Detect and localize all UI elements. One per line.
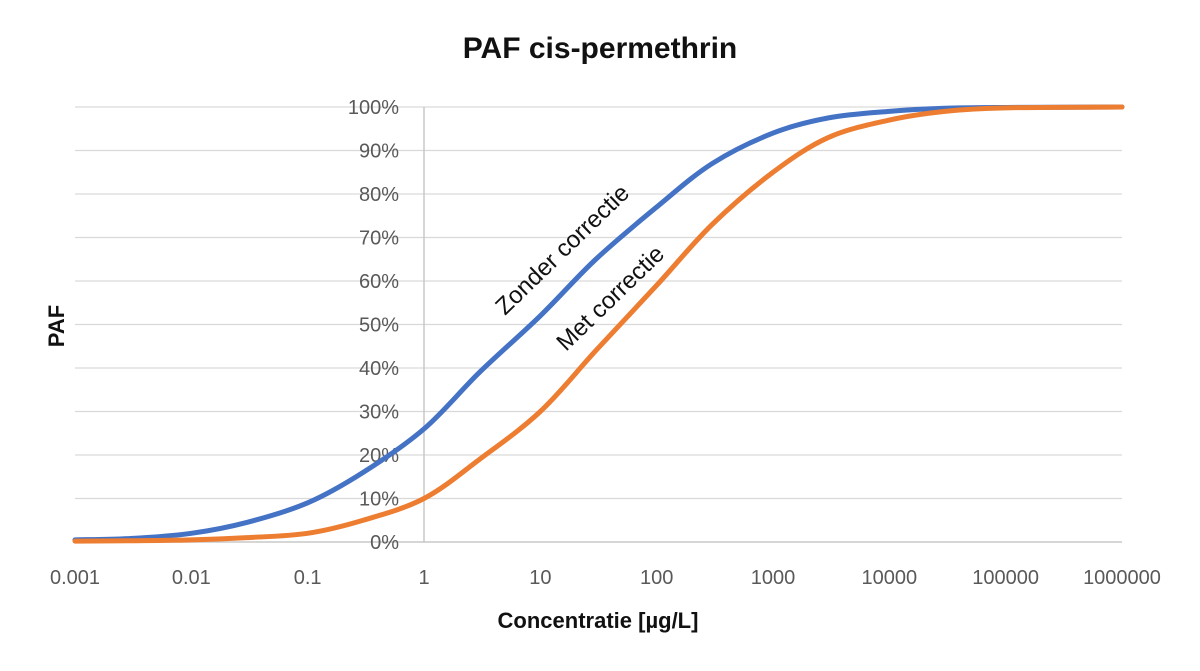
x-tick-labels: 0.001 0.01 0.1 1 10 100 1000 10000 100000 1000000 [50, 567, 1161, 589]
x-tick-label: 0.1 [294, 567, 322, 589]
y-tick-label: 30% [359, 402, 399, 424]
y-tick-label: 100% [348, 97, 399, 119]
y-tick-labels: 0% 10% 20% 30% 40% 50% 60% 70% 80% 90% 100% [348, 97, 399, 554]
x-tick-label: 10000 [862, 567, 918, 589]
x-tick-label: 1000000 [1083, 567, 1161, 589]
y-tick-label: 90% [359, 141, 399, 163]
y-axis-title: PAF [44, 305, 69, 347]
chart-title: PAF cis-permethrin [463, 32, 738, 65]
x-tick-label: 0.001 [50, 567, 100, 589]
series-line-zonder-correctie [72, 104, 1125, 543]
series-lines [72, 104, 1125, 544]
y-tick-label: 80% [359, 184, 399, 206]
y-tick-label: 70% [359, 228, 399, 250]
x-tick-label: 1000 [751, 567, 796, 589]
y-tick-label: 40% [359, 358, 399, 380]
x-tick-label: 0.01 [172, 567, 211, 589]
gridlines [75, 106, 1122, 543]
x-axis-title: Concentratie [µg/L] [498, 608, 699, 633]
y-tick-label: 20% [359, 445, 399, 467]
y-tick-label: 10% [359, 489, 399, 511]
x-tick-label: 100000 [972, 567, 1039, 589]
series-line-met-correctie [72, 104, 1125, 544]
x-tick-label: 10 [529, 567, 551, 589]
y-tick-label: 60% [359, 271, 399, 293]
y-tick-label: 50% [359, 315, 399, 337]
x-tick-label: 100 [640, 567, 673, 589]
x-tick-label: 1 [418, 567, 429, 589]
y-tick-label: 0% [370, 532, 399, 554]
